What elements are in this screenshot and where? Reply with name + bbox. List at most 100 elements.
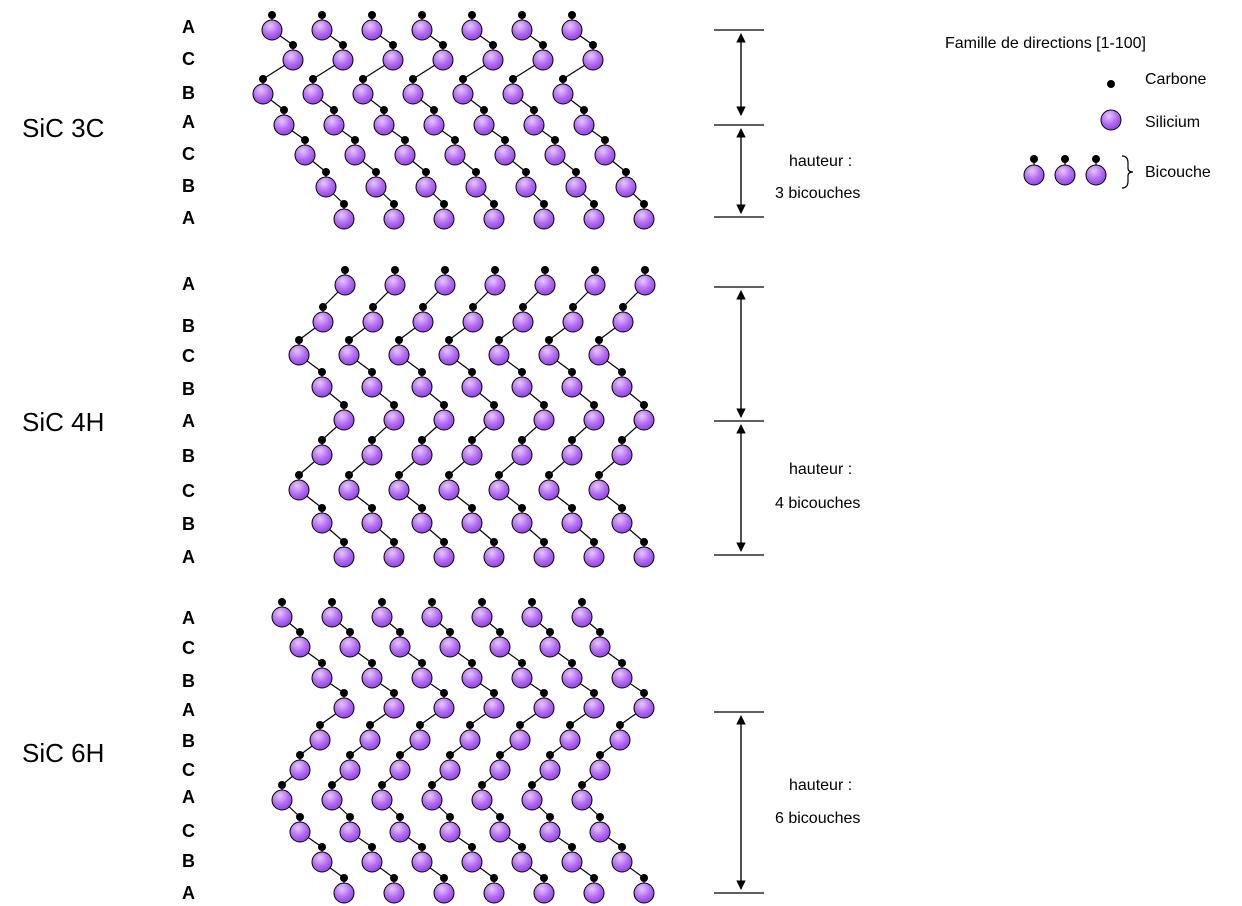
carbon-atom bbox=[490, 874, 498, 882]
carbon-atom bbox=[451, 136, 459, 144]
carbon-atom bbox=[416, 721, 424, 729]
carbon-atom bbox=[478, 781, 486, 789]
silicon-atom bbox=[333, 546, 355, 568]
silicon-atom bbox=[409, 729, 431, 751]
carbon-atom bbox=[572, 168, 580, 176]
silicon-atom bbox=[459, 729, 481, 751]
silicon-atom bbox=[402, 83, 424, 105]
carbon-atom bbox=[496, 751, 504, 759]
carbon-atom bbox=[490, 200, 498, 208]
silicon-atom bbox=[311, 851, 333, 873]
carbon-atom bbox=[596, 751, 604, 759]
carbon-atom bbox=[330, 106, 338, 114]
carbon-atom bbox=[595, 336, 603, 344]
silicon-atom bbox=[423, 114, 445, 136]
carbon-atom bbox=[351, 136, 359, 144]
stacking-letters-3c: A C B A C B A bbox=[182, 17, 195, 228]
silicon-atom bbox=[252, 83, 274, 105]
silicon-atom bbox=[512, 311, 534, 333]
carbon-atom bbox=[372, 168, 380, 176]
silicon-atom bbox=[562, 311, 584, 333]
stacking-letters-4h: A B C B A B C B A bbox=[182, 274, 195, 567]
carbon-atom bbox=[401, 136, 409, 144]
silicon-atom bbox=[582, 49, 604, 71]
silicon-atom bbox=[433, 546, 455, 568]
silicon-atom bbox=[365, 176, 387, 198]
carbon-atom bbox=[278, 781, 286, 789]
stack-letter: A bbox=[182, 700, 195, 720]
carbon-atom bbox=[618, 504, 626, 512]
carbon-atom bbox=[640, 874, 648, 882]
carbon-atom bbox=[518, 436, 526, 444]
silicon-atom bbox=[388, 344, 410, 366]
silicon-atom bbox=[611, 512, 633, 534]
carbon-atom bbox=[540, 401, 548, 409]
silicon-atom bbox=[333, 208, 355, 230]
silicon-atom bbox=[539, 821, 561, 843]
carbon-atom bbox=[566, 721, 574, 729]
carbon-atom bbox=[378, 781, 386, 789]
silicon-atom bbox=[489, 636, 511, 658]
carbon-atom bbox=[528, 598, 536, 606]
silicon-atom bbox=[411, 376, 433, 398]
height-marker-3c: hauteur : 3 bicouches bbox=[714, 29, 860, 218]
silicon-atom bbox=[415, 176, 437, 198]
carbon-atom bbox=[468, 843, 476, 851]
silicon-atom bbox=[484, 274, 506, 296]
silicon-atom bbox=[633, 409, 655, 431]
carbon-atom bbox=[518, 659, 526, 667]
carbon-atom bbox=[618, 843, 626, 851]
brace-icon bbox=[1121, 155, 1134, 189]
carbon-atom bbox=[328, 781, 336, 789]
carbon-atom bbox=[440, 200, 448, 208]
carbon-atom bbox=[578, 598, 586, 606]
silicon-atom bbox=[321, 789, 343, 811]
carbon-atom bbox=[568, 436, 576, 444]
silicon-atom bbox=[471, 789, 493, 811]
carbon-atom bbox=[340, 689, 348, 697]
carbon-atom bbox=[490, 538, 498, 546]
carbon-atom bbox=[340, 874, 348, 882]
carbon-atom bbox=[318, 11, 326, 19]
stack-letter: C bbox=[182, 346, 195, 366]
carbon-atom bbox=[440, 874, 448, 882]
carbon-atom bbox=[440, 401, 448, 409]
carbon-atom bbox=[590, 689, 598, 697]
carbon-atom bbox=[418, 11, 426, 19]
carbon-atom bbox=[590, 874, 598, 882]
silicon-atom bbox=[561, 512, 583, 534]
silicon-atom bbox=[388, 479, 410, 501]
carbon-atom bbox=[418, 659, 426, 667]
carbon-atom bbox=[390, 200, 398, 208]
stack-letter: A bbox=[182, 112, 195, 132]
silicon-atom bbox=[588, 479, 610, 501]
silicon-atom bbox=[361, 512, 383, 534]
silicon-atom bbox=[332, 49, 354, 71]
carbon-atom bbox=[569, 303, 577, 311]
carbon-atom bbox=[391, 266, 399, 274]
silicon-atom bbox=[439, 636, 461, 658]
silicon-atom bbox=[361, 376, 383, 398]
carbon-atom bbox=[319, 303, 327, 311]
carbon-atom bbox=[640, 401, 648, 409]
silicon-atom bbox=[338, 479, 360, 501]
carbon-atom bbox=[518, 368, 526, 376]
carbon-atom bbox=[430, 106, 438, 114]
carbon-atom bbox=[596, 628, 604, 636]
carbon-atom bbox=[340, 200, 348, 208]
stack-letter: B bbox=[182, 379, 195, 399]
silicon-atom bbox=[488, 344, 510, 366]
carbon-atom bbox=[345, 471, 353, 479]
carbon-atom bbox=[468, 436, 476, 444]
carbon-atom bbox=[559, 75, 567, 83]
polytype-name-4h: SiC 4H bbox=[22, 407, 104, 437]
carbon-atom bbox=[378, 598, 386, 606]
carbon-atom bbox=[419, 303, 427, 311]
silicon-atom bbox=[311, 19, 333, 41]
stack-letter: C bbox=[182, 638, 195, 658]
carbon-atom bbox=[595, 471, 603, 479]
stack-letter: B bbox=[182, 316, 195, 336]
carbon-atom bbox=[340, 401, 348, 409]
silicon-atom bbox=[465, 176, 487, 198]
legend-bilayer-label: Bicouche bbox=[1145, 164, 1211, 181]
